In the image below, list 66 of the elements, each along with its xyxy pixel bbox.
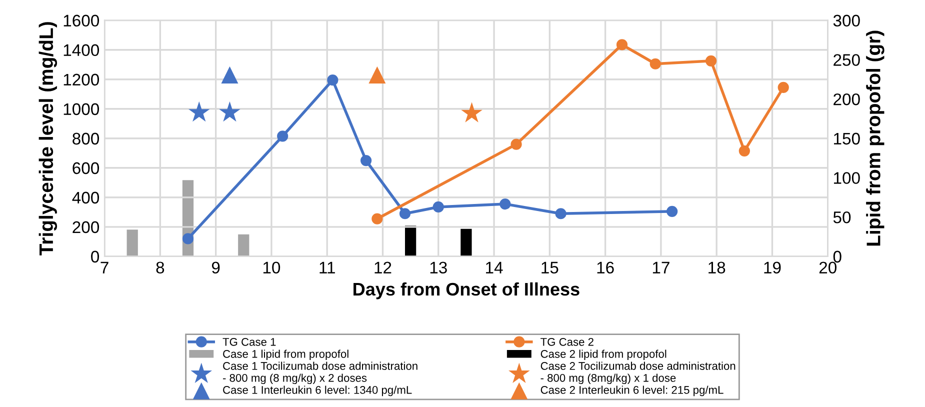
x-tick-label: 16 bbox=[597, 262, 614, 274]
point bbox=[277, 130, 288, 142]
y2-tick-label: 300 bbox=[833, 14, 860, 27]
y-tick-label: 1600 bbox=[64, 14, 100, 27]
y-tick-label: 1200 bbox=[64, 74, 100, 86]
x-axis-title: Days from Onset of Illness bbox=[354, 282, 580, 300]
legend-label: Case 2 lipid from propofol bbox=[540, 350, 666, 360]
x-tick-label: 12 bbox=[374, 262, 392, 274]
point bbox=[616, 39, 628, 50]
y2-tick-label: 200 bbox=[834, 93, 860, 106]
legend-label: TG Case 1 bbox=[222, 338, 276, 346]
x-tick-label: 8 bbox=[156, 262, 164, 274]
bar bbox=[126, 230, 138, 256]
point bbox=[666, 206, 678, 217]
y-tick-label: 0 bbox=[91, 250, 100, 263]
point bbox=[432, 201, 444, 213]
point bbox=[221, 66, 238, 84]
y2-tick-label: 250 bbox=[834, 54, 860, 66]
x-tick-label: 20 bbox=[819, 262, 836, 274]
bar bbox=[404, 226, 416, 256]
point bbox=[778, 82, 789, 94]
x-tick-label: 19 bbox=[764, 262, 781, 274]
x-tick-label: 7 bbox=[100, 262, 108, 274]
bar bbox=[460, 228, 472, 256]
x-tick-label: 11 bbox=[320, 262, 335, 274]
y-tick-label: 400 bbox=[72, 192, 100, 204]
y-tick-label: 800 bbox=[72, 132, 100, 145]
point bbox=[219, 101, 240, 122]
point bbox=[372, 213, 383, 224]
y-tick-label: 600 bbox=[72, 162, 100, 174]
point bbox=[738, 145, 750, 156]
y-axis-title: Triglyceride level (mg/dL) bbox=[38, 22, 58, 256]
y2-axis-title: Lipid from propofol (gr) bbox=[866, 30, 884, 246]
y2-tick-label: 0 bbox=[833, 250, 842, 263]
point bbox=[368, 66, 386, 84]
legend-label: Case 1 Interleukin 6 level: 1340 pg/mL bbox=[223, 386, 412, 396]
point bbox=[510, 138, 522, 150]
y2-tick-label: 100 bbox=[834, 172, 860, 184]
x-tick-label: 13 bbox=[430, 262, 447, 274]
legend-label: Case 1 lipid from propofol bbox=[223, 350, 348, 360]
legend-label: Case 2 Interleukin 6 level: 215 pg/mL bbox=[540, 386, 724, 396]
x-tick-label: 10 bbox=[263, 262, 280, 274]
legend-label: Case 2 Tocilizumab dose administration - 800 mg (8mg/kg) x 1 dose bbox=[540, 362, 736, 384]
y-tick-label: 200 bbox=[72, 221, 100, 234]
point bbox=[188, 101, 210, 122]
x-tick-label: 17 bbox=[652, 262, 670, 274]
bar bbox=[238, 234, 250, 256]
x-tick-label: 14 bbox=[486, 262, 503, 274]
point bbox=[555, 208, 566, 220]
y2-tick-label: 50 bbox=[833, 211, 851, 224]
point bbox=[650, 58, 661, 70]
y-tick-label: 1000 bbox=[64, 103, 100, 116]
point bbox=[500, 198, 511, 210]
point bbox=[705, 55, 717, 66]
point bbox=[182, 233, 194, 244]
legend-label: TG Case 2 bbox=[540, 338, 594, 346]
legend-label: Case 1 Tocilizumab dose administration - 800 mg (8 mg/kg) x 2 doses bbox=[222, 362, 418, 384]
y-tick-label: 1400 bbox=[64, 44, 100, 56]
point bbox=[360, 154, 372, 166]
point bbox=[399, 208, 411, 220]
point bbox=[461, 102, 482, 122]
y2-tick-label: 150 bbox=[834, 132, 860, 145]
x-tick-label: 15 bbox=[542, 262, 558, 274]
x-tick-label: 18 bbox=[708, 262, 726, 274]
point bbox=[327, 74, 338, 86]
x-tick-label: 9 bbox=[212, 262, 220, 274]
